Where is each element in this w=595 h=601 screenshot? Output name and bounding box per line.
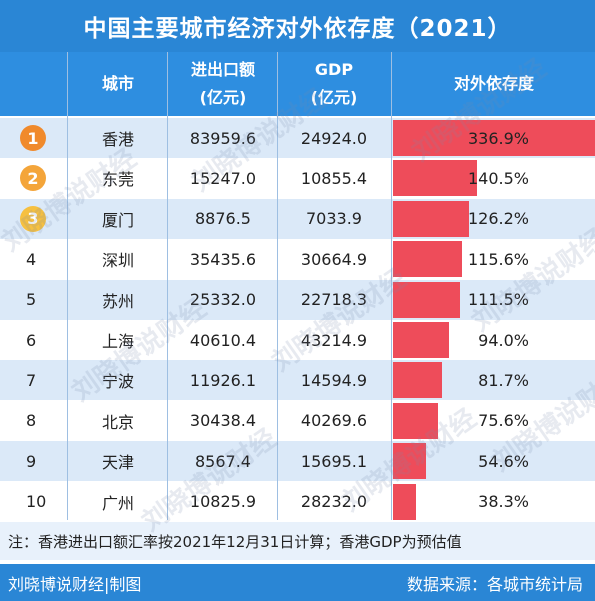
trade-cell: 11926.1	[189, 370, 257, 390]
dependency-label: 115.6%	[467, 249, 529, 269]
rank-cell: 1	[0, 118, 66, 158]
trade-cell: 25332.0	[189, 290, 257, 310]
dependency-bar	[393, 402, 438, 439]
trade-cell: 83959.6	[189, 128, 257, 148]
city-cell: 天津	[101, 453, 134, 473]
gdp-cell: 14594.9	[300, 370, 368, 390]
dependency-bar	[393, 160, 477, 197]
trade-cell: 15247.0	[189, 168, 257, 188]
rank-cell: 2	[0, 158, 66, 198]
column-divider	[67, 52, 68, 520]
dependency-label: 94.0%	[478, 330, 529, 350]
table-row: 6 上海 40610.4 43214.9 94.0%	[0, 320, 595, 360]
rank-cell: 3	[0, 199, 66, 239]
rank-cell: 5	[26, 290, 37, 310]
city-cell: 广州	[101, 493, 134, 513]
trade-cell: 8876.5	[195, 209, 251, 229]
rank-medal-icon: 1	[20, 125, 46, 151]
dependency-label: 111.5%	[467, 290, 529, 310]
table-row: 5 苏州 25332.0 22718.3 111.5%	[0, 279, 595, 320]
header-trade-label: 进出口额	[190, 60, 255, 79]
table-row: 8 北京 30438.4 40269.6 75.6%	[0, 400, 595, 441]
source-text: 数据来源：各城市统计局	[406, 574, 583, 594]
rank-medal-icon: 2	[20, 165, 46, 192]
trade-cell: 35435.6	[189, 249, 257, 269]
rank-medal-icon: 3	[20, 205, 46, 232]
city-cell: 香港	[101, 130, 134, 149]
column-divider	[391, 52, 392, 520]
trade-cell: 40610.4	[189, 330, 257, 350]
dependency-bar	[393, 120, 595, 156]
gdp-cell: 43214.9	[300, 330, 368, 350]
table-row: 2 东莞 15247.0 10855.4 140.5%	[0, 158, 595, 199]
column-divider	[277, 52, 278, 520]
gdp-cell: 30664.9	[300, 249, 368, 269]
gdp-cell: 10855.4	[300, 168, 368, 188]
dependency-bar	[393, 362, 442, 399]
trade-cell: 30438.4	[189, 411, 257, 431]
header-city: 城市	[68, 52, 168, 116]
rank-cell: 6	[26, 330, 37, 350]
dependency-label: 81.7%	[478, 370, 529, 390]
city-cell: 东莞	[101, 170, 134, 190]
table-header: 城市 进出口额 (亿元) GDP (亿元) 对外依存度	[0, 52, 595, 116]
header-gdp-unit: (亿元)	[310, 88, 358, 107]
gdp-cell: 7033.9	[306, 209, 362, 229]
dependency-label: 336.9%	[467, 128, 529, 148]
city-cell: 苏州	[101, 291, 134, 311]
trade-cell: 8567.4	[195, 451, 251, 471]
header-gdp: GDP (亿元)	[278, 52, 390, 116]
chart-title: 中国主要城市经济对外依存度（2021）	[0, 0, 595, 52]
header-dependency: 对外依存度	[393, 52, 595, 116]
gdp-cell: 40269.6	[300, 411, 368, 431]
city-cell: 北京	[101, 412, 134, 432]
rank-cell: 8	[26, 411, 37, 431]
table-row: 3 厦门 8876.5 7033.9 126.2%	[0, 198, 595, 239]
table-row: 9 天津 8567.4 15695.1 54.6%	[0, 441, 595, 482]
dependency-bar	[393, 443, 426, 480]
gdp-cell: 15695.1	[300, 451, 368, 471]
rank-cell: 4	[26, 249, 37, 269]
column-divider	[167, 52, 168, 520]
trade-cell: 10825.9	[189, 492, 257, 512]
dependency-bar	[393, 281, 460, 318]
city-cell: 宁波	[101, 372, 134, 392]
footnote: 注：香港进出口额汇率按2021年12月31日计算；香港GDP为预估值	[0, 522, 595, 560]
header-trade-unit: (亿元)	[199, 88, 247, 107]
city-cell: 深圳	[101, 251, 134, 271]
dependency-bar	[393, 322, 449, 358]
dependency-label: 140.5%	[467, 168, 529, 188]
rank-cell: 10	[26, 492, 47, 512]
dependency-label: 38.3%	[478, 492, 529, 512]
gdp-cell: 28232.0	[300, 492, 368, 512]
dependency-bar	[393, 241, 462, 278]
rank-cell: 7	[26, 370, 37, 390]
header-gdp-label: GDP	[314, 60, 354, 79]
table-row: 10 广州 10825.9 28232.0 38.3%	[0, 481, 595, 522]
table-row: 7 宁波 11926.1 14594.9 81.7%	[0, 360, 595, 401]
header-city-label: 城市	[101, 74, 134, 93]
dependency-label: 126.2%	[467, 209, 529, 229]
dependency-bar	[393, 200, 469, 237]
city-cell: 上海	[101, 332, 134, 351]
header-trade: 进出口额 (亿元)	[168, 52, 278, 116]
table-row: 4 深圳 35435.6 30664.9 115.6%	[0, 239, 595, 280]
dependency-bar	[393, 483, 416, 520]
gdp-cell: 22718.3	[300, 290, 368, 310]
header-dependency-label: 对外依存度	[453, 74, 534, 93]
table-row: 1 香港 83959.6 24924.0 336.9%	[0, 118, 595, 158]
city-cell: 厦门	[101, 210, 134, 230]
dependency-label: 54.6%	[478, 451, 529, 471]
footer: 刘晓博说财经|制图 数据来源：各城市统计局	[0, 564, 595, 601]
dependency-label: 75.6%	[478, 411, 529, 431]
rank-cell: 9	[26, 451, 37, 471]
credit-text: 刘晓博说财经|制图	[8, 574, 142, 594]
gdp-cell: 24924.0	[300, 128, 368, 148]
